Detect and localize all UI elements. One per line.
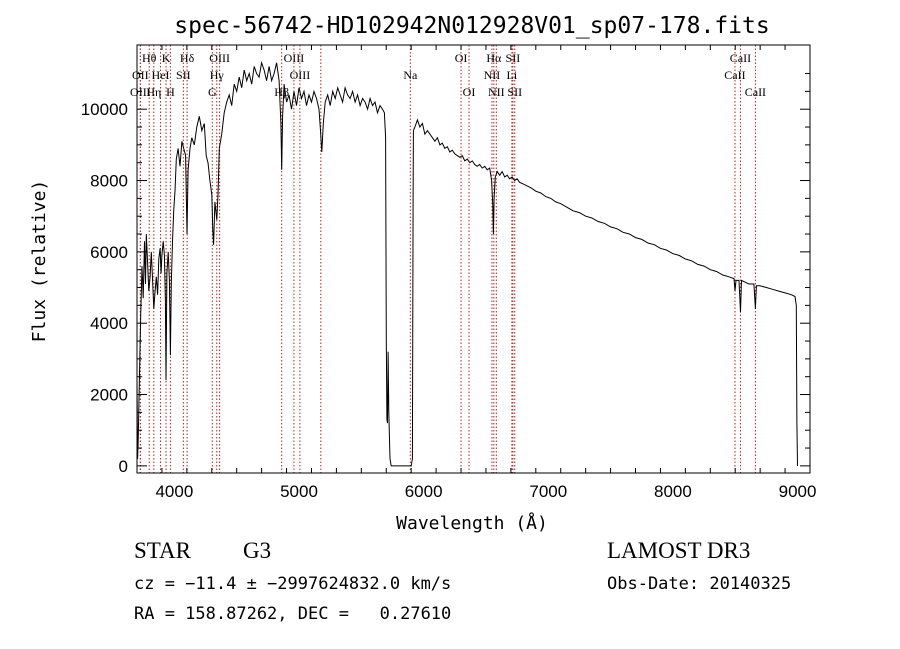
- line-label: NII: [488, 85, 505, 99]
- line-label: SII: [506, 51, 521, 65]
- line-label: CaII: [730, 51, 751, 65]
- observation-date: Obs-Date: 20140325: [607, 574, 792, 594]
- object-subclass: G3: [243, 538, 272, 563]
- y-tick-label: 6000: [90, 243, 128, 262]
- x-tick-label: 7000: [529, 482, 567, 501]
- line-label: CaII: [745, 85, 766, 99]
- y-tick-label: 0: [119, 457, 128, 476]
- plot-frame: [136, 44, 811, 474]
- y-tick-label: 2000: [90, 386, 128, 405]
- line-label: G: [208, 85, 217, 99]
- line-label: Hγ: [210, 68, 225, 82]
- y-tick-label: 8000: [90, 172, 128, 191]
- x-tick-label: 5000: [280, 482, 318, 501]
- line-label: OIII: [284, 51, 305, 65]
- line-label: SII: [507, 85, 522, 99]
- line-markers: [139, 45, 756, 473]
- line-label: H: [166, 85, 175, 99]
- line-label: K: [162, 51, 171, 65]
- line-label: HeI: [152, 68, 170, 82]
- y-tick-label: 10000: [81, 100, 128, 119]
- x-tick-label: 4000: [155, 482, 193, 501]
- line-label: NII: [484, 68, 501, 82]
- line-label: OIII: [209, 51, 230, 65]
- line-label: Hα: [486, 51, 502, 65]
- survey-name: LAMOST DR3: [607, 538, 751, 563]
- line-label: OII: [132, 68, 149, 82]
- x-axis: 4000 5000 6000 7000 8000 9000: [136, 45, 817, 501]
- line-label: Hθ: [142, 51, 157, 65]
- line-label: OI: [455, 51, 468, 65]
- y-axis: 0 2000 4000 6000 8000 10000: [81, 73, 810, 476]
- flux-series-line: [136, 60, 798, 467]
- line-label: Hδ: [180, 51, 195, 65]
- y-axis-label: Flux (relative): [29, 180, 50, 343]
- x-tick-label: 9000: [779, 482, 817, 501]
- chart-title: spec-56742-HD102942N012928V01_sp07-178.f…: [174, 13, 769, 39]
- line-label: OIII: [130, 85, 151, 99]
- y-tick-label: 4000: [90, 314, 128, 333]
- redshift-line: cz = −11.4 ± −2997624832.0 km/s: [134, 574, 452, 594]
- ra-dec-line: RA = 158.87262, DEC = 0.27610: [134, 604, 452, 624]
- line-label: SII: [176, 68, 191, 82]
- line-label: CaII: [724, 68, 745, 82]
- line-label: OI: [463, 85, 476, 99]
- line-label: OIII: [290, 68, 311, 82]
- line-label: Hβ: [274, 85, 289, 99]
- line-label: Li: [507, 68, 518, 82]
- line-label: Mg: [312, 7, 329, 21]
- x-tick-label: 8000: [654, 482, 692, 501]
- line-label: Hη: [146, 85, 161, 99]
- x-tick-label: 6000: [405, 482, 443, 501]
- x-axis-label: Wavelength (Å): [396, 512, 548, 534]
- object-type: STAR: [134, 538, 191, 563]
- line-label: Na: [403, 68, 418, 82]
